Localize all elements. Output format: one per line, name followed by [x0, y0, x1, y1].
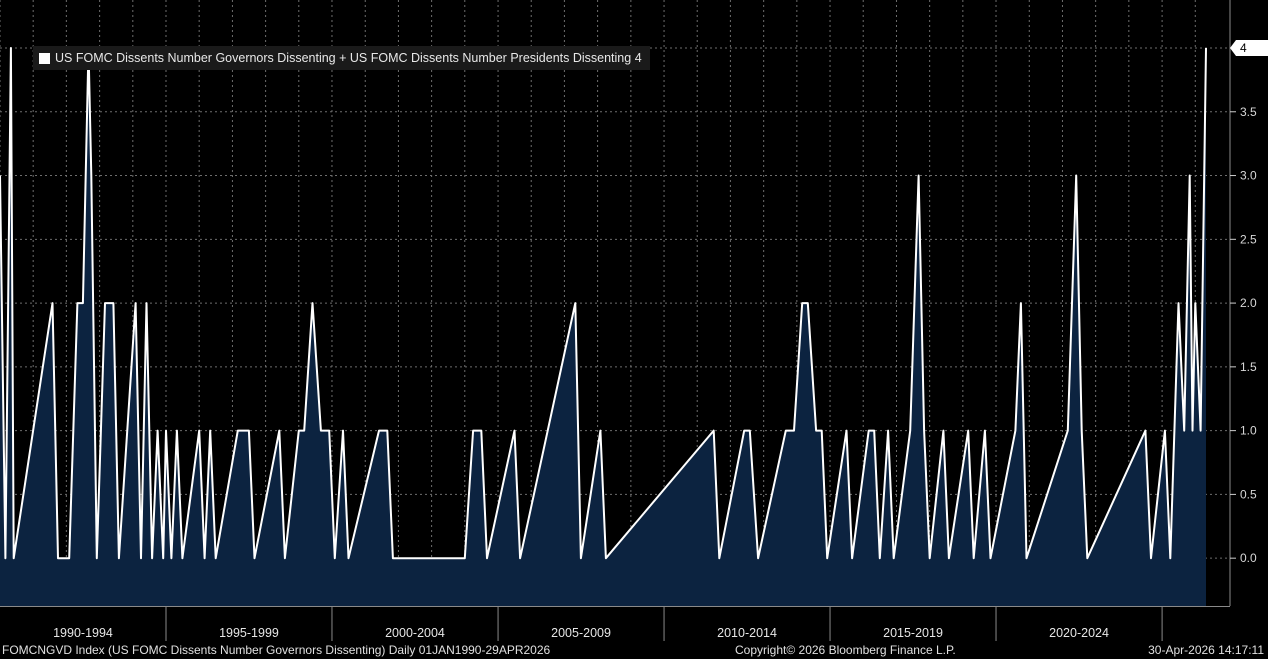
legend-label: US FOMC Dissents Number Governors Dissen… — [55, 51, 642, 65]
y-tick-label: 3.0 — [1240, 169, 1257, 183]
legend: US FOMC Dissents Number Governors Dissen… — [33, 46, 650, 70]
x-period-label: 2010-2014 — [717, 626, 777, 640]
last-value-tag-label: 4 — [1240, 41, 1247, 55]
x-period-label: 2005-2009 — [551, 626, 611, 640]
y-tick-label: 0.5 — [1240, 487, 1257, 501]
last-value-tag-bg — [1230, 40, 1268, 56]
legend-swatch — [39, 52, 50, 64]
last-value-tag: 4 — [1230, 40, 1268, 56]
x-period-label: 2020-2024 — [1049, 626, 1109, 640]
x-period-label: 1990-1994 — [53, 626, 113, 640]
footer-copyright: Copyright© 2026 Bloomberg Finance L.P. — [735, 643, 956, 657]
series-line — [0, 47, 1207, 560]
footer-timestamp: 30-Apr-2026 14:17:11 — [1148, 643, 1264, 657]
y-tick-label: 0.0 — [1240, 551, 1257, 565]
y-tick-label: 1.0 — [1240, 424, 1257, 438]
footer-source: FOMCNGVD Index (US FOMC Dissents Number … — [2, 643, 551, 657]
series-area — [0, 48, 1206, 606]
series-line-path — [0, 47, 1207, 560]
y-tick-label: 1.5 — [1240, 360, 1257, 374]
y-tick-label: 3.5 — [1240, 105, 1257, 119]
x-period-label: 2015-2019 — [883, 626, 943, 640]
y-tick-label: 2.0 — [1240, 296, 1257, 310]
area-fill — [0, 48, 1206, 606]
y-tick-label: 2.5 — [1240, 232, 1257, 246]
x-axis: 1990-1994 1995-1999 2000-2004 2005-2009 2010… — [0, 606, 1230, 641]
y-axis: 0.0 0.5 1.0 1.5 2.0 2.5 3.0 3.5 — [1229, 0, 1257, 606]
x-period-label: 1995-1999 — [219, 626, 279, 640]
x-period-label: 2000-2004 — [385, 626, 445, 640]
